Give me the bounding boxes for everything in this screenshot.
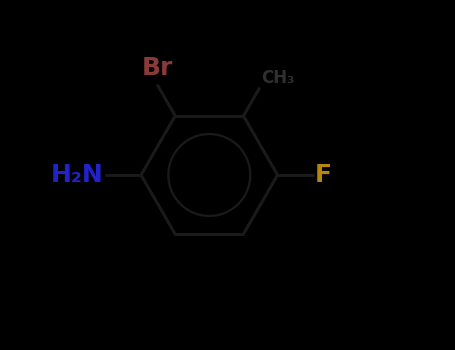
Text: F: F <box>315 163 332 187</box>
Text: CH₃: CH₃ <box>262 69 295 87</box>
Text: H₂N: H₂N <box>51 163 104 187</box>
Text: Br: Br <box>142 56 173 80</box>
